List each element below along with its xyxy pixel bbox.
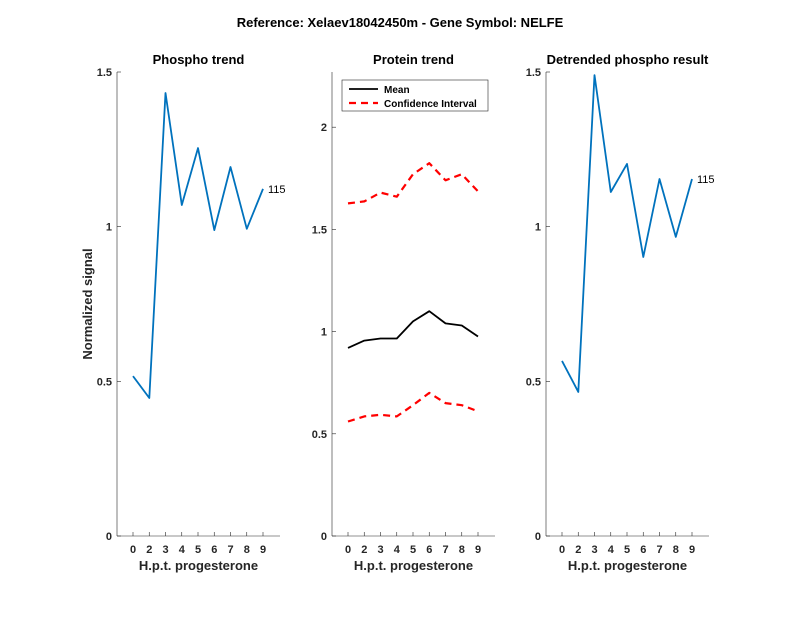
figure-title: Reference: Xelaev18042450m - Gene Symbol… bbox=[237, 15, 564, 30]
x-tick-label: 7 bbox=[656, 544, 662, 556]
series-line-phospho bbox=[132, 92, 264, 399]
y-tick-label: 1 bbox=[535, 222, 541, 234]
x-tick-label: 9 bbox=[475, 544, 481, 556]
series-line-mean bbox=[347, 310, 479, 349]
x-axis-label: H.p.t. progesterone bbox=[568, 558, 687, 573]
y-tick-label: 2 bbox=[321, 122, 327, 134]
x-axis-label: H.p.t. progesterone bbox=[354, 558, 473, 573]
x-tick-label: 6 bbox=[426, 544, 432, 556]
x-tick-label: 0 bbox=[345, 544, 351, 556]
x-tick-label: 9 bbox=[689, 544, 695, 556]
x-tick-label: 3 bbox=[377, 544, 383, 556]
x-tick-label: 4 bbox=[179, 544, 186, 556]
y-tick-label: 0 bbox=[535, 531, 541, 543]
x-tick-label: 0 bbox=[130, 544, 136, 556]
y-tick-label: 0.5 bbox=[526, 376, 541, 388]
y-tick-label: 0 bbox=[106, 531, 112, 543]
x-tick-label: 3 bbox=[591, 544, 597, 556]
x-tick-label: 8 bbox=[244, 544, 250, 556]
y-tick-label: 1.5 bbox=[526, 67, 541, 79]
x-tick-label: 3 bbox=[162, 544, 168, 556]
y-tick-label: 1.5 bbox=[312, 224, 327, 236]
x-axis-label: H.p.t. progesterone bbox=[139, 558, 258, 573]
x-tick-label: 7 bbox=[227, 544, 233, 556]
x-tick-label: 4 bbox=[394, 544, 401, 556]
x-tick-label: 9 bbox=[260, 544, 266, 556]
y-tick-label: 0.5 bbox=[312, 429, 327, 441]
end-label: 115 bbox=[268, 184, 286, 196]
end-label: 115 bbox=[697, 174, 715, 186]
x-tick-label: 2 bbox=[575, 544, 581, 556]
y-tick-label: 0.5 bbox=[97, 376, 112, 388]
x-tick-label: 6 bbox=[211, 544, 217, 556]
x-tick-label: 5 bbox=[195, 544, 201, 556]
x-tick-label: 8 bbox=[673, 544, 679, 556]
legend-box bbox=[341, 79, 489, 112]
x-tick-label: 5 bbox=[410, 544, 416, 556]
y-tick-label: 0 bbox=[321, 531, 327, 543]
legend-entry: Mean bbox=[384, 85, 410, 96]
series-line-confidence-interval-upper bbox=[347, 162, 479, 205]
panel-title: Detrended phospho result bbox=[547, 52, 709, 67]
series-line-detrended bbox=[561, 74, 693, 393]
x-tick-label: 4 bbox=[608, 544, 615, 556]
x-tick-label: 8 bbox=[459, 544, 465, 556]
x-tick-label: 2 bbox=[361, 544, 367, 556]
y-tick-label: 1 bbox=[321, 327, 327, 339]
x-tick-label: 5 bbox=[624, 544, 630, 556]
y-tick-label: 1.5 bbox=[97, 67, 112, 79]
x-tick-label: 2 bbox=[146, 544, 152, 556]
panel-title: Phospho trend bbox=[153, 52, 245, 67]
x-tick-label: 7 bbox=[442, 544, 448, 556]
panel-title: Protein trend bbox=[373, 52, 454, 67]
x-tick-label: 6 bbox=[640, 544, 646, 556]
legend-entry: Confidence Interval bbox=[384, 99, 477, 110]
legend: Mean Confidence Interval bbox=[341, 79, 489, 112]
y-axis-label: Normalized signal bbox=[80, 248, 95, 359]
x-tick-label: 0 bbox=[559, 544, 565, 556]
series-line-confidence-interval-lower bbox=[347, 391, 479, 423]
y-tick-label: 1 bbox=[106, 222, 112, 234]
